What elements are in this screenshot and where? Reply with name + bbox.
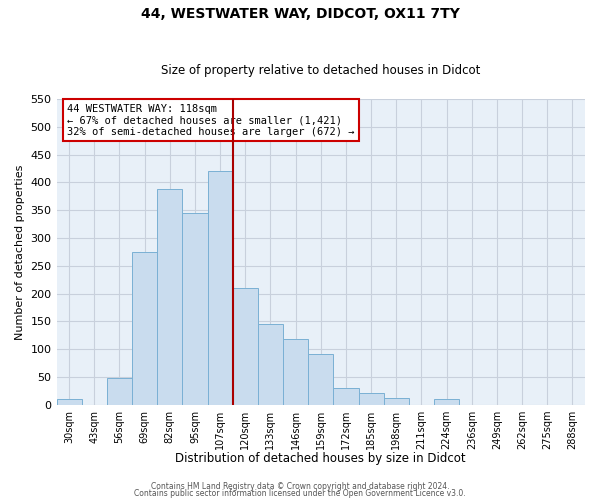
Bar [258,324,283,405]
Bar [182,213,208,405]
Bar [233,288,258,405]
Bar [107,378,132,405]
Text: 44 WESTWATER WAY: 118sqm
← 67% of detached houses are smaller (1,421)
32% of sem: 44 WESTWATER WAY: 118sqm ← 67% of detach… [67,104,355,137]
Text: Contains HM Land Registry data © Crown copyright and database right 2024.: Contains HM Land Registry data © Crown c… [151,482,449,491]
Bar [359,392,383,405]
Y-axis label: Number of detached properties: Number of detached properties [15,164,25,340]
Text: Contains public sector information licensed under the Open Government Licence v3: Contains public sector information licen… [134,488,466,498]
Bar [383,398,409,405]
Bar [132,252,157,405]
Bar [283,339,308,405]
Bar [308,354,334,405]
Bar [208,172,233,405]
Text: 44, WESTWATER WAY, DIDCOT, OX11 7TY: 44, WESTWATER WAY, DIDCOT, OX11 7TY [140,8,460,22]
Title: Size of property relative to detached houses in Didcot: Size of property relative to detached ho… [161,64,481,77]
X-axis label: Distribution of detached houses by size in Didcot: Distribution of detached houses by size … [175,452,466,465]
Bar [157,189,182,405]
Bar [56,398,82,405]
Bar [334,388,359,405]
Bar [434,400,459,405]
